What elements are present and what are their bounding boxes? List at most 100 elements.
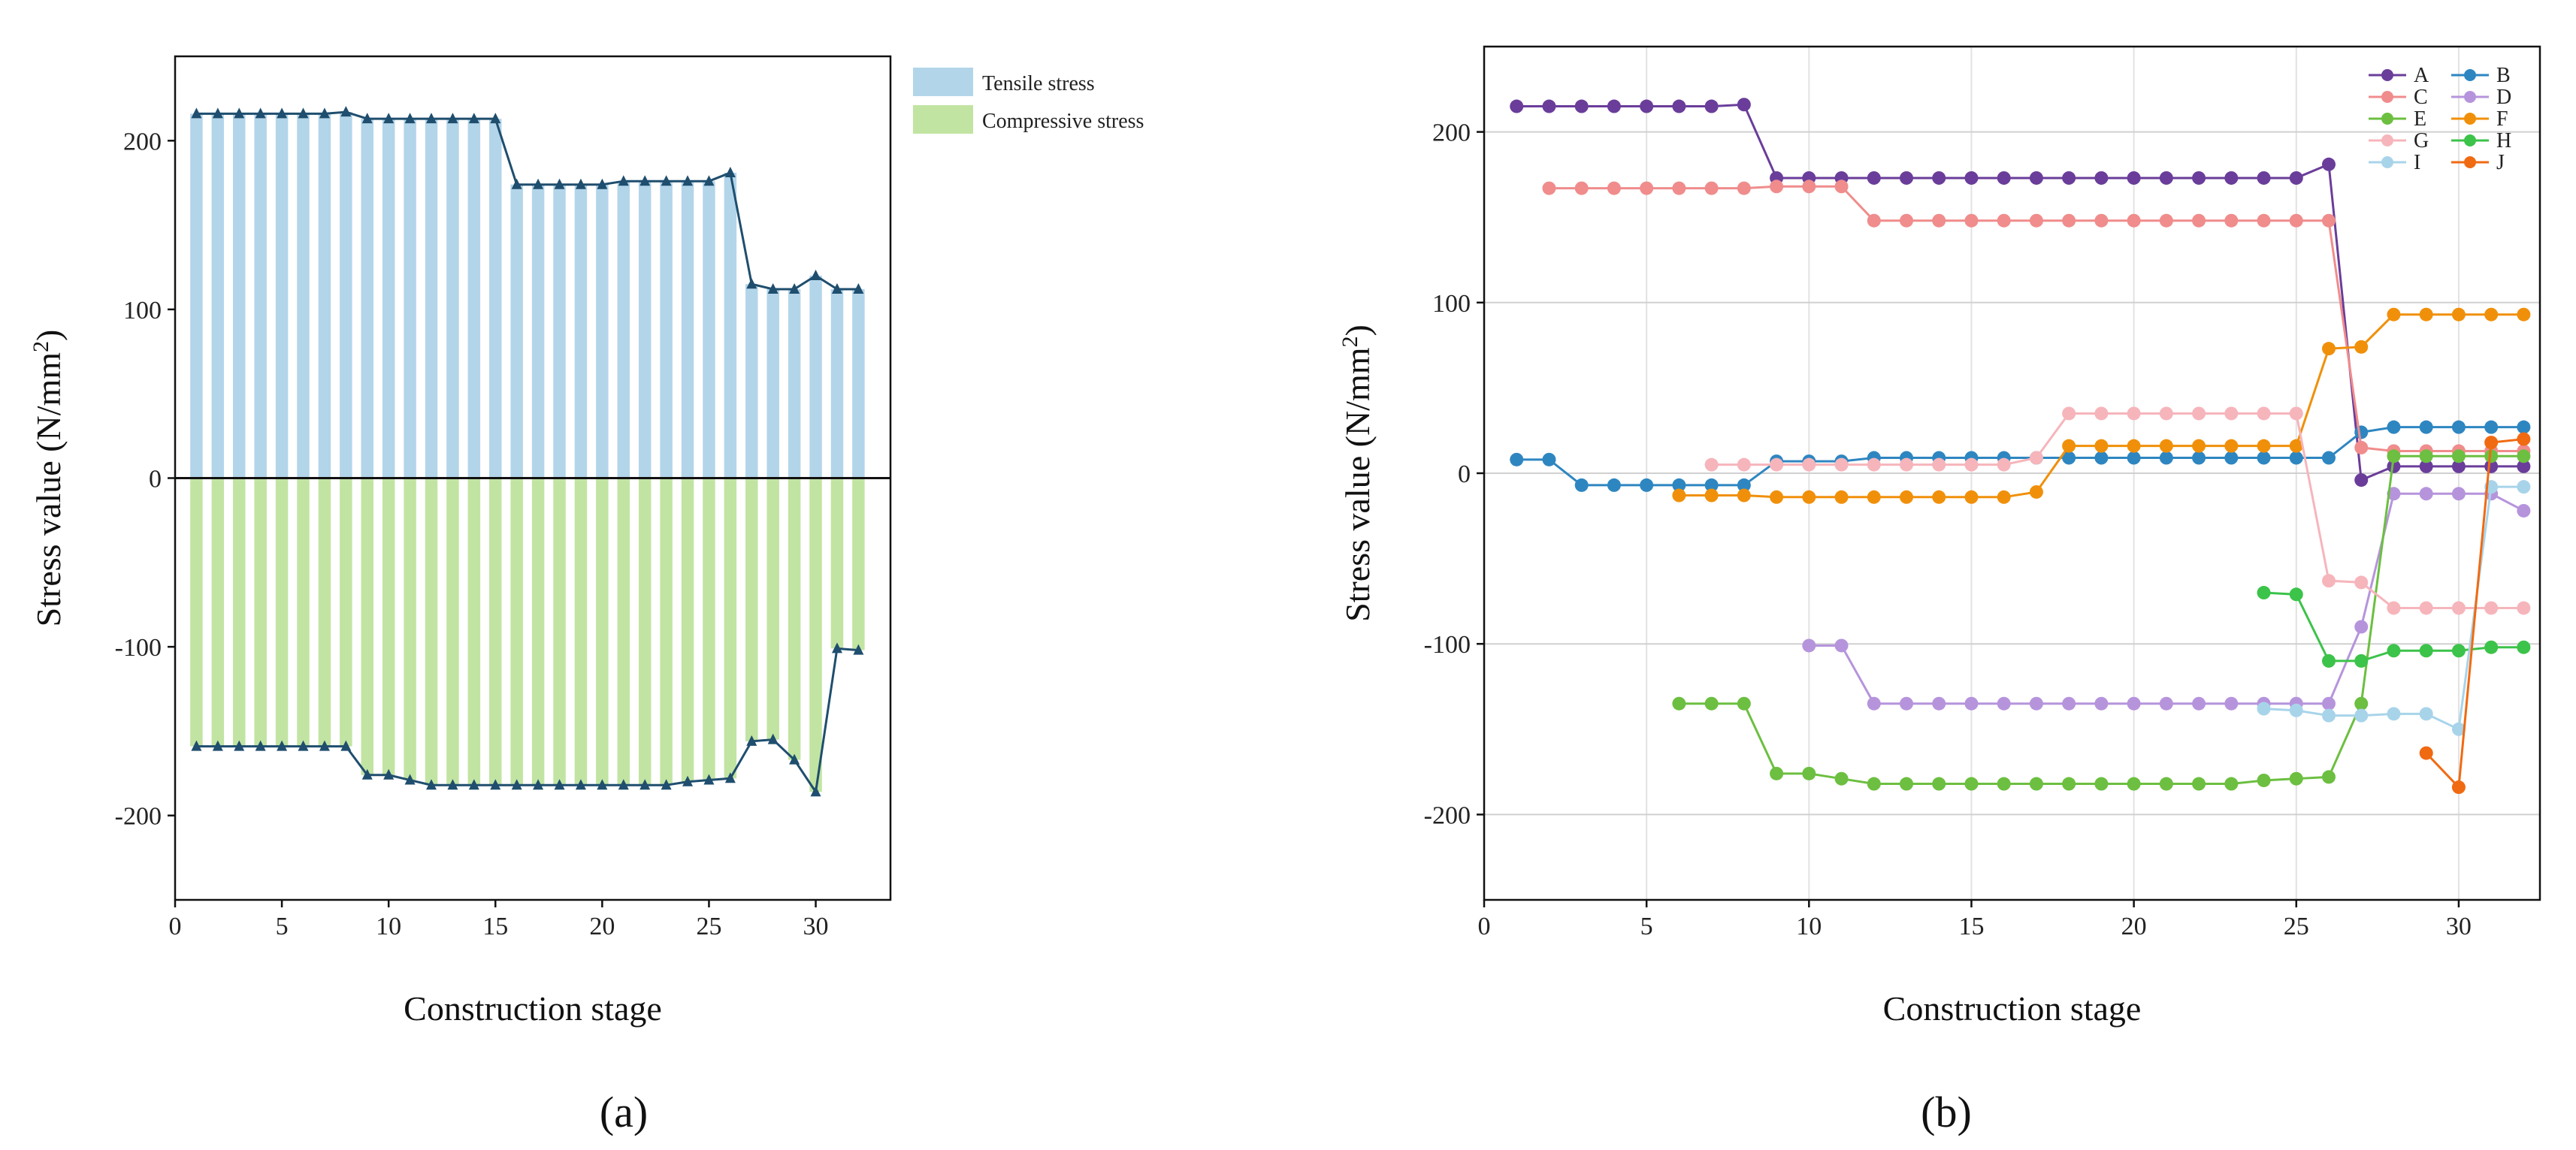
- series-point-f: [2029, 484, 2043, 499]
- series-point-a: [2029, 171, 2043, 185]
- tensile-bar: [766, 288, 779, 478]
- series-point-f: [1770, 490, 1784, 504]
- series-point-c: [1997, 213, 2011, 228]
- series-point-f: [2094, 439, 2109, 453]
- compressive-marker: [490, 779, 501, 790]
- compressive-marker: [703, 774, 715, 785]
- series-point-g: [1704, 457, 1719, 472]
- series-point-e: [2289, 771, 2303, 786]
- series-point-g: [2354, 575, 2369, 590]
- series-point-c: [1964, 213, 1979, 228]
- tensile-bar: [809, 275, 822, 478]
- series-point-c: [2322, 213, 2336, 228]
- tensile-marker: [404, 113, 416, 124]
- series-point-h: [2289, 587, 2303, 602]
- series-point-a: [1510, 99, 1524, 113]
- compressive-bar: [703, 478, 715, 780]
- series-point-g: [2094, 406, 2109, 421]
- x-tick-label: 20: [589, 913, 615, 940]
- series-point-a: [2322, 157, 2336, 171]
- series-point-f: [2484, 307, 2499, 321]
- series-point-b: [2257, 451, 2271, 465]
- series-point-b: [2484, 420, 2499, 434]
- series-point-a: [1640, 99, 1654, 113]
- series-point-a: [2517, 459, 2531, 473]
- series-point-d: [2094, 696, 2109, 711]
- series-point-e: [2517, 449, 2531, 463]
- series-point-e: [1964, 777, 1979, 791]
- tensile-bar: [446, 119, 459, 478]
- legend-marker-f: [2464, 113, 2476, 125]
- series-point-a: [2094, 171, 2109, 185]
- compressive-marker: [340, 740, 352, 751]
- series-point-b: [2419, 420, 2433, 434]
- series-point-a: [1704, 99, 1719, 113]
- compressive-marker: [661, 779, 672, 790]
- series-point-d: [1964, 696, 1979, 711]
- compressive-bar: [318, 478, 331, 747]
- series-line-g: [1711, 412, 2524, 609]
- tensile-marker: [490, 113, 501, 124]
- series-point-e: [1867, 777, 1881, 791]
- series-point-c: [2159, 213, 2173, 228]
- series-point-e: [1900, 777, 1913, 791]
- tensile-marker: [234, 107, 245, 119]
- tensile-marker: [383, 113, 395, 124]
- series-point-d: [1997, 696, 2011, 711]
- compressive-marker: [404, 774, 416, 785]
- tensile-bar: [830, 288, 844, 478]
- series-point-c: [2354, 440, 2369, 454]
- tensile-bar: [467, 119, 481, 478]
- compressive-bar: [297, 478, 310, 747]
- compressive-bar: [596, 478, 609, 786]
- series-point-c: [1672, 181, 1686, 195]
- series-point-d: [2517, 503, 2531, 518]
- tensile-marker: [767, 282, 779, 294]
- compressive-bar: [489, 478, 502, 786]
- compressive-marker: [853, 644, 864, 655]
- series-point-e: [1737, 696, 1751, 711]
- compressive-marker: [212, 740, 223, 751]
- series-point-f: [2289, 439, 2303, 453]
- series-point-j: [2419, 746, 2433, 760]
- series-point-c: [1834, 180, 1849, 194]
- series-point-f: [2322, 342, 2336, 356]
- tensile-bar: [361, 119, 374, 478]
- compressive-marker: [810, 786, 821, 797]
- series-point-c: [1932, 213, 1946, 228]
- compressive-bar: [531, 478, 545, 786]
- compressive-bar: [382, 478, 395, 775]
- series-point-d: [1834, 638, 1849, 653]
- compressive-marker: [618, 779, 629, 790]
- series-point-c: [2029, 213, 2043, 228]
- legend-label-j: J: [2496, 151, 2505, 174]
- series-point-h: [2322, 653, 2336, 668]
- series-point-c: [2192, 213, 2206, 228]
- tensile-bar: [275, 113, 289, 478]
- compressive-marker: [426, 779, 437, 790]
- series-point-e: [1932, 777, 1946, 791]
- series-point-i: [2257, 702, 2271, 716]
- compressive-bar: [467, 478, 481, 786]
- y-tick-label: -100: [1424, 631, 1471, 659]
- tensile-bar: [788, 288, 801, 478]
- series-point-g: [2419, 601, 2433, 615]
- series-point-a: [1997, 171, 2011, 185]
- series-point-e: [2451, 449, 2466, 463]
- series-point-d: [2062, 696, 2076, 711]
- series-point-c: [1802, 180, 1816, 194]
- x-axis-label: Construction stage: [1883, 989, 2142, 1028]
- series-point-e: [2354, 696, 2369, 711]
- tensile-marker: [661, 175, 672, 186]
- series-point-h: [2354, 653, 2369, 668]
- y-tick-label: 0: [149, 466, 162, 494]
- y-tick-label: 200: [1432, 119, 1471, 147]
- series-point-a: [2289, 171, 2303, 185]
- series-point-b: [2224, 451, 2239, 465]
- series-point-c: [1900, 213, 1913, 228]
- series-point-i: [2289, 703, 2303, 717]
- series-point-e: [2062, 777, 2076, 791]
- compressive-bar: [617, 478, 630, 786]
- series-point-a: [1964, 171, 1979, 185]
- series-point-e: [2257, 773, 2271, 787]
